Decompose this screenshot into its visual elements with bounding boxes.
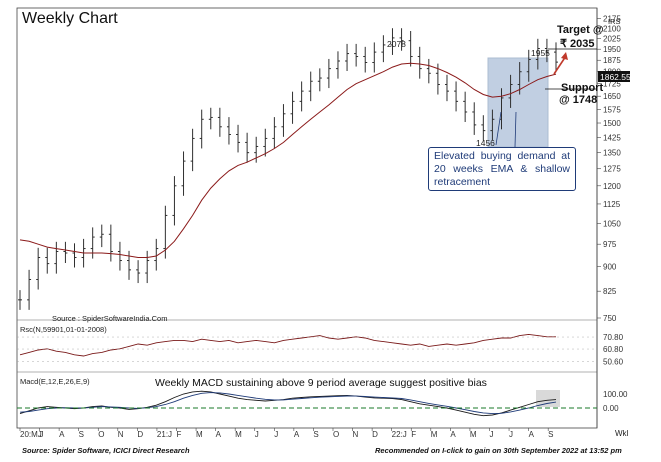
x-tick-label: F <box>176 430 181 439</box>
x-tick-label: A <box>450 430 456 439</box>
x-tick-label: A <box>529 430 535 439</box>
chart-title: Weekly Chart <box>22 10 118 27</box>
rsi-tick-label: 60.80 <box>603 345 624 354</box>
price-tick-label: 2100 <box>603 24 621 33</box>
support-value: @ 1748 <box>559 94 598 106</box>
x-tick-label: M <box>196 430 203 439</box>
macd-tick-label: 100.00 <box>603 390 628 399</box>
x-tick-label: J <box>489 430 493 439</box>
last-price-text: 1862.55 <box>600 72 631 82</box>
x-tick-label: 21:J <box>157 430 172 439</box>
x-tick-label: S <box>79 430 84 439</box>
price-tick-label: 1125 <box>603 200 621 209</box>
price-tick-label: 975 <box>603 240 617 249</box>
price-tick-label: 1725 <box>603 80 621 89</box>
x-tick-label: M <box>470 430 477 439</box>
x-tick-label: D <box>137 430 143 439</box>
x-tick-label: N <box>118 430 124 439</box>
price-tick-label: 1200 <box>603 182 621 191</box>
x-tick-label: J <box>274 430 278 439</box>
source-note: Source : SpiderSoftwareIndia.Com <box>52 314 168 323</box>
callout-pointer <box>495 111 502 146</box>
highlight-zone <box>487 57 549 148</box>
target-label: Target @ <box>557 24 604 36</box>
x-tick-label: J <box>255 430 259 439</box>
price-tick-label: 1350 <box>603 149 621 158</box>
x-tick-label: M <box>235 430 242 439</box>
x-tick-label: O <box>98 430 104 439</box>
price-tick-label: 1275 <box>603 165 621 174</box>
peak-label-1955: 1955 <box>531 48 550 58</box>
rsi-tick-label: 70.80 <box>603 333 624 342</box>
peak-label-2078: 2078 <box>387 39 406 49</box>
x-tick-label: 22:J <box>392 430 407 439</box>
macd-highlight-zone <box>536 390 560 407</box>
x-tick-label: O <box>333 430 339 439</box>
target-arrowhead <box>561 52 568 60</box>
x-tick-label: A <box>216 430 222 439</box>
support-label: Support <box>561 82 604 94</box>
ema-20-line <box>19 62 557 258</box>
axis-unit: IRS <box>608 17 621 26</box>
x-tick-label: J <box>40 430 44 439</box>
target-value: ₹ 2035 <box>560 38 595 50</box>
price-tick-label: 900 <box>603 263 617 272</box>
footer-source: Source: Spider Software, ICICI Direct Re… <box>22 446 190 455</box>
price-tick-label: 1050 <box>603 219 621 228</box>
x-tick-label: N <box>353 430 359 439</box>
price-tick-label: 825 <box>603 287 617 296</box>
price-tick-label: 1875 <box>603 56 621 65</box>
x-tick-label: J <box>509 430 513 439</box>
x-tick-label: A <box>294 430 300 439</box>
price-tick-label: 1950 <box>603 45 621 54</box>
rsi-line <box>19 333 556 357</box>
macd-annotation: Weekly MACD sustaining above 9 period av… <box>155 377 487 389</box>
price-tick-label: 1650 <box>603 92 621 101</box>
price-tick-label: 1425 <box>603 133 621 142</box>
last-price-tag <box>598 71 630 82</box>
callout-pointer-2 <box>514 111 517 148</box>
callout-box: Elevated buying demand at 20 weeks EMA &… <box>428 147 576 191</box>
price-tick-label: 1500 <box>603 119 621 128</box>
x-axis: 20:MJJ A S O N D 21:J F M A M J J A S O N D 22:J F M A M J J A S <box>19 428 554 439</box>
x-tick-label: M <box>431 430 438 439</box>
rsi-label: Rsc(N,59901,01-01-2008) <box>20 325 107 334</box>
price-tick-label: 2025 <box>603 35 621 44</box>
price-tick-label: 1575 <box>603 105 621 114</box>
macd-signal-line <box>19 392 557 415</box>
x-tick-label: A <box>59 430 65 439</box>
peak-label-1456: 1456 <box>476 138 495 148</box>
rsi-tick-label: 50.60 <box>603 357 624 366</box>
x-tick-label: S <box>313 430 318 439</box>
x-tick-label: D <box>372 430 378 439</box>
macd-tick-label: 0.00 <box>603 404 619 413</box>
target-arrow <box>553 55 567 75</box>
price-tick-label: 2175 <box>603 14 621 23</box>
footer-recommendation: Recommended on I-click to gain on 30th S… <box>375 446 622 455</box>
macd-label: Macd(E,12,E,26,E,9) <box>20 377 90 386</box>
x-tick-label: 20:MJ <box>20 430 42 439</box>
x-unit: Wkl <box>615 429 629 438</box>
x-tick-label: S <box>548 430 553 439</box>
x-tick-label: F <box>411 430 416 439</box>
price-candles <box>18 28 558 310</box>
price-tick-label: 750 <box>603 314 617 323</box>
